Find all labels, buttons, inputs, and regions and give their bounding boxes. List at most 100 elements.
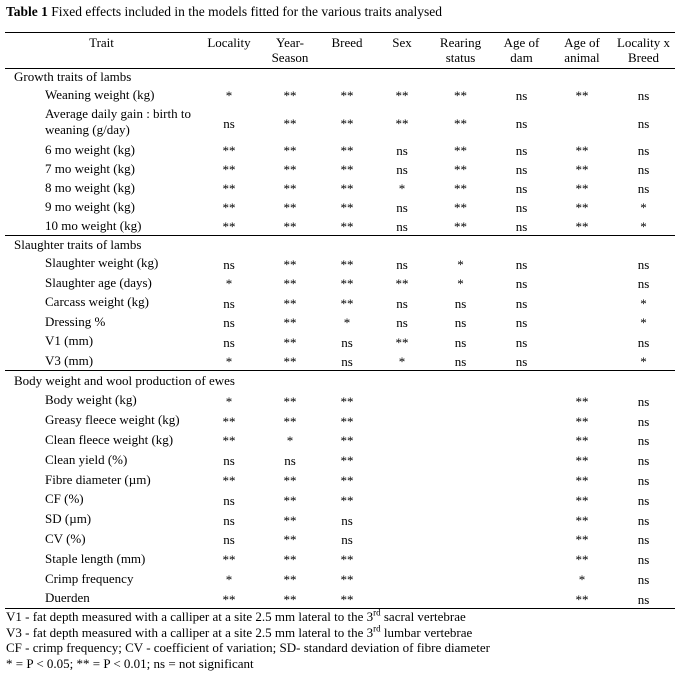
effect-cell: ** [222,200,236,215]
effect-cell: ns [637,492,650,508]
effect-cell [491,588,552,609]
effect-cell [491,470,552,490]
data-row: SD (µm) ns ** ns ** ns [5,509,675,529]
data-row: 6 mo weight (kg) ** ** ** ns ** ns ** ns [5,140,675,159]
footnote-text: CF - crimp frequency; CV - coefficient o… [6,640,490,655]
section-row: Slaughter traits of lambs [5,235,675,254]
effect-cell [491,569,552,589]
effect-cell: ** [340,413,354,429]
effect-cell: ** [283,572,297,588]
effect-cell: ns [637,473,650,489]
data-row: Slaughter weight (kg) ns ** ** ns * ns ns [5,254,675,274]
effect-cell [430,588,491,609]
trait-cell: Clean fleece weight (kg) [45,431,174,447]
effect-cell: ns [515,315,528,331]
effect-cell: * [640,315,647,331]
effect-cell [552,273,612,293]
effect-cell: ** [283,162,297,177]
trait-cell: 8 mo weight (kg) [45,179,135,195]
section-row: Growth traits of lambs [5,69,675,86]
effect-cell: ** [575,393,589,409]
column-header: Year-Season [260,32,320,69]
effect-cell: ** [283,413,297,429]
trait-cell: Greasy fleece weight (kg) [45,412,180,428]
effect-cell [491,489,552,509]
effect-cell: ** [283,492,297,508]
trait-cell: V3 (mm) [45,352,94,368]
table-body: Growth traits of lambs Weaning weight (kg… [5,69,675,609]
effect-cell: ** [340,572,354,588]
column-header: Rearing status [430,32,491,69]
data-row: 9 mo weight (kg) ** ** ** ns ** ns ** * [5,197,675,216]
table: Trait Locality Year-Season Breed Sex Rearing … [5,32,675,609]
data-row: Body weight (kg) * ** ** ** ns [5,391,675,411]
effect-cell: ** [395,88,409,103]
effect-cell: ns [396,295,408,311]
footnote-text: V3 - fat depth measured with a calliper … [6,624,374,640]
effect-cell: ** [340,552,354,568]
trait-cell: V1 (mm) [45,333,94,349]
effect-cell: ns [515,256,528,272]
effect-cell: ns [396,256,408,272]
effect-cell: ns [515,354,528,369]
trait-cell: SD (µm) [45,511,92,527]
trait-cell: Slaughter age (days) [45,274,152,290]
effect-cell: ** [222,181,236,196]
effect-cell: ** [283,256,297,272]
effect-cell: ** [222,219,236,234]
effect-cell [374,489,430,509]
effect-cell: ** [222,473,236,489]
section-row: Body weight and wool production of ewes [5,370,675,391]
data-row: 10 mo weight (kg) ** ** ** ns ** ns ** * [5,216,675,236]
data-row: 8 mo weight (kg) ** ** ** * ** ns ** ns [5,178,675,197]
effect-cell: ** [340,200,354,215]
effect-cell [552,312,612,332]
trait-cell: Duerden [5,588,198,609]
effect-cell: ** [340,295,354,311]
effect-cell: * [457,256,464,272]
footnote-text: * = P < 0.05; ** = P < 0.01; ns = not si… [6,655,254,671]
effect-cell: ns [223,256,235,272]
effect-cell: * [225,572,233,588]
effect-cell: ** [283,354,297,369]
trait-cell: Body weight (kg) [45,392,137,408]
effect-cell: ** [454,162,467,177]
effect-cell: ns [396,315,408,331]
data-row: V1 (mm) ns ** ns ** ns ns ns [5,332,675,352]
effect-cell: ** [454,181,467,196]
effect-cell: ns [637,413,650,429]
effect-cell: ns [223,512,235,528]
effect-cell: * [640,200,647,215]
effect-cell [374,569,430,589]
effect-cell: ns [341,334,353,350]
trait-cell: Dressing % [45,313,106,329]
trait-cell: Staple length (mm) [45,550,146,566]
effect-cell: * [225,276,233,292]
trait-cell: Slaughter weight (kg) [45,255,159,271]
effect-cell [552,332,612,352]
effect-cell: ** [575,512,589,528]
effect-cell [491,450,552,470]
effect-cell [374,450,430,470]
effect-cell: ns [515,200,528,215]
data-row: CV (%) ns ** ns ** ns [5,529,675,549]
footnote-text: sacral vertebrae [380,609,466,624]
effect-cell: ns [637,552,650,568]
effect-cell: ** [575,433,589,449]
effect-cell: ** [320,588,374,609]
trait-cell: CF (%) [45,491,84,507]
effect-cell [374,470,430,490]
effect-cell: * [286,433,294,449]
trait-cell: Clean yield (%) [45,451,128,467]
footnote: V1 - fat depth measured with a calliper … [6,608,490,625]
effect-cell: ** [575,219,589,234]
effect-cell [552,104,612,140]
effect-cell: ** [575,552,589,568]
effect-cell: ns [637,334,650,350]
effect-cell: ** [395,276,409,292]
effect-cell: * [640,354,647,369]
effect-cell: ** [454,88,467,103]
effect-cell: ** [283,315,297,331]
column-header: Age of dam [491,32,552,69]
header-row: Trait Locality Year-Season Breed Sex Rearing … [5,32,675,69]
